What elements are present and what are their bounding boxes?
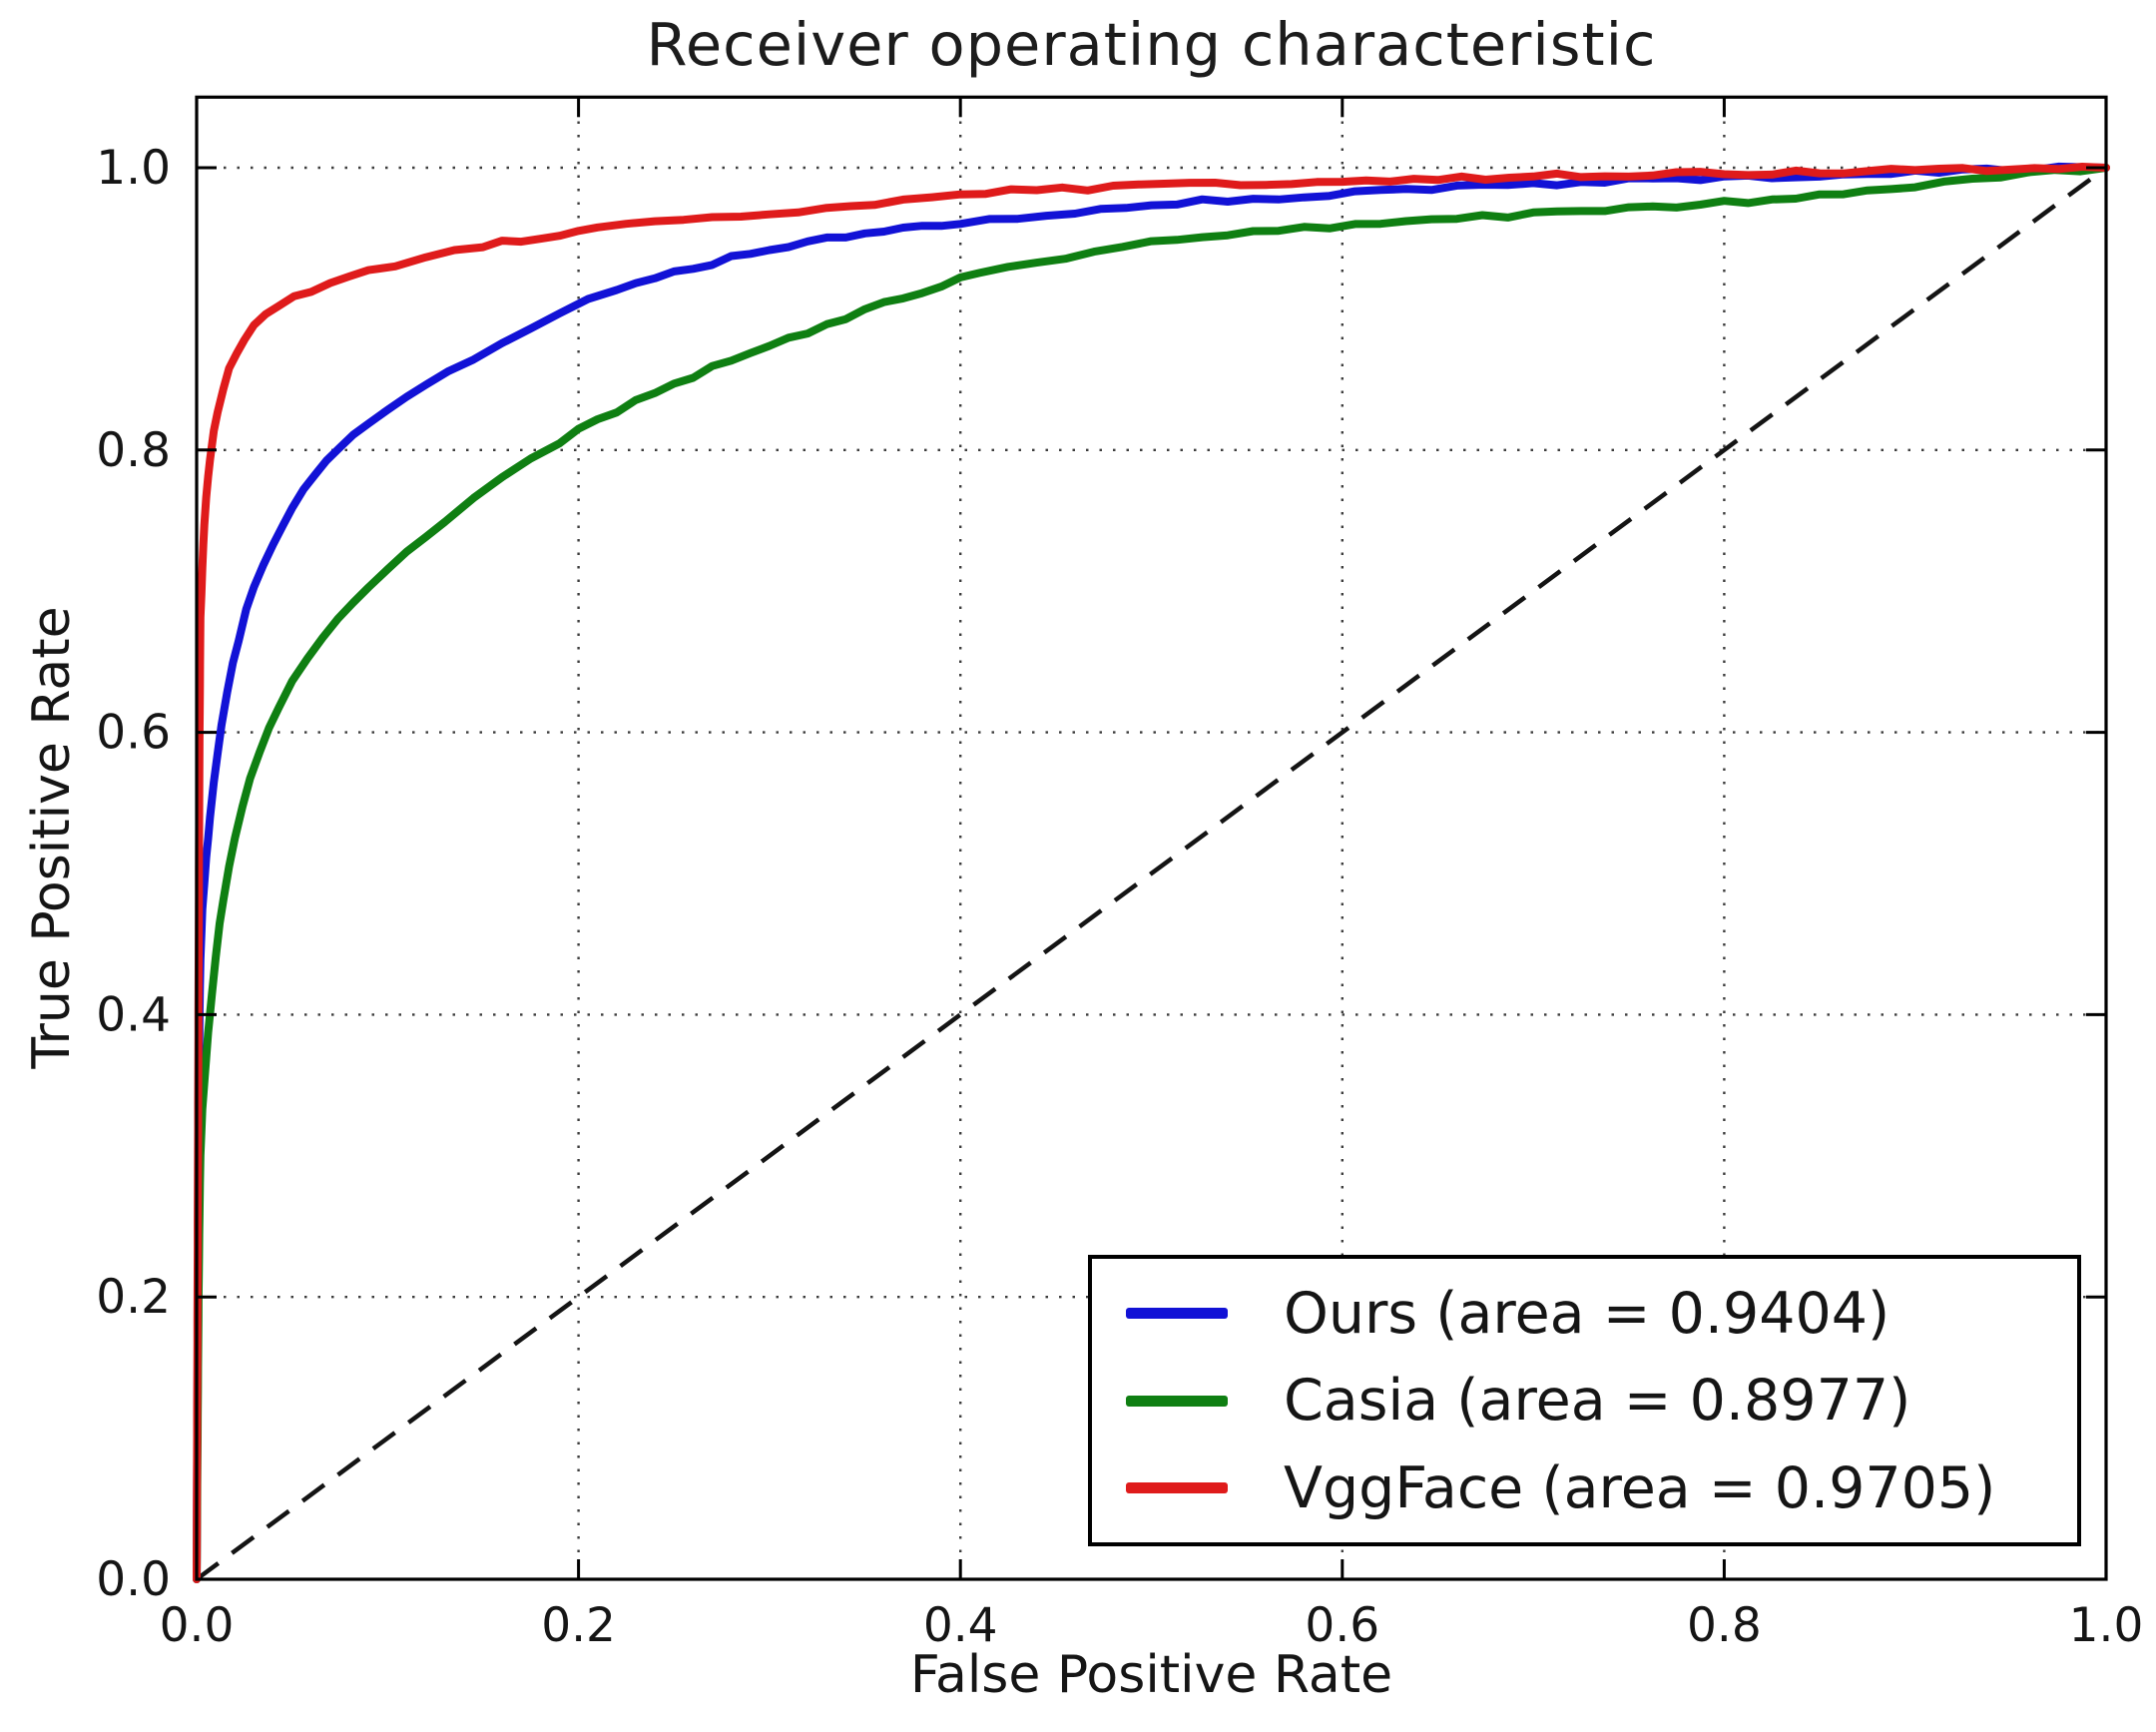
y-tick-label: 0.4 [96, 987, 171, 1042]
x-tick-label: 0.4 [923, 1598, 998, 1653]
y-tick-label: 0.0 [96, 1552, 171, 1607]
x-tick-label: 0.6 [1305, 1598, 1379, 1653]
legend-entry-ours: Ours (area = 0.9404) [1126, 1281, 2077, 1347]
legend-entry-casia: Casia (area = 0.8977) [1126, 1368, 2077, 1434]
legend-line-swatch-green [1126, 1395, 1228, 1407]
x-axis-label: False Positive Rate [909, 1645, 1393, 1705]
x-tick-label: 0.2 [541, 1598, 616, 1653]
x-tick-label: 0.0 [160, 1598, 235, 1653]
y-tick-label: 1.0 [96, 141, 171, 196]
legend-line-swatch-red [1126, 1482, 1228, 1493]
legend-box: Ours (area = 0.9404) Casia (area = 0.897… [1088, 1255, 2081, 1546]
tick-labels: 0.0 0.2 0.4 0.6 0.8 1.0 0.0 0.2 0.4 0.6 0.8 1.0 [96, 141, 2143, 1653]
y-tick-label: 0.6 [96, 706, 171, 761]
legend-entry-vggface: VggFace (area = 0.9705) [1126, 1455, 2077, 1521]
legend-line-swatch-blue [1126, 1308, 1228, 1319]
legend-label: Ours (area = 0.9404) [1284, 1280, 1890, 1347]
y-tick-label: 0.2 [96, 1270, 171, 1325]
legend-label: Casia (area = 0.8977) [1284, 1368, 1911, 1434]
legend-label: VggFace (area = 0.9705) [1284, 1454, 1996, 1521]
roc-curve-vggface [193, 163, 2110, 1583]
chart-title: Receiver operating characteristic [646, 10, 1657, 79]
chance-diagonal-line [195, 166, 2108, 1581]
x-tick-label: 1.0 [2069, 1598, 2144, 1653]
axes-box [195, 95, 2108, 1581]
tick-marks [195, 97, 2108, 1581]
x-tick-label: 0.8 [1687, 1598, 1762, 1653]
y-tick-label: 0.8 [96, 423, 171, 478]
